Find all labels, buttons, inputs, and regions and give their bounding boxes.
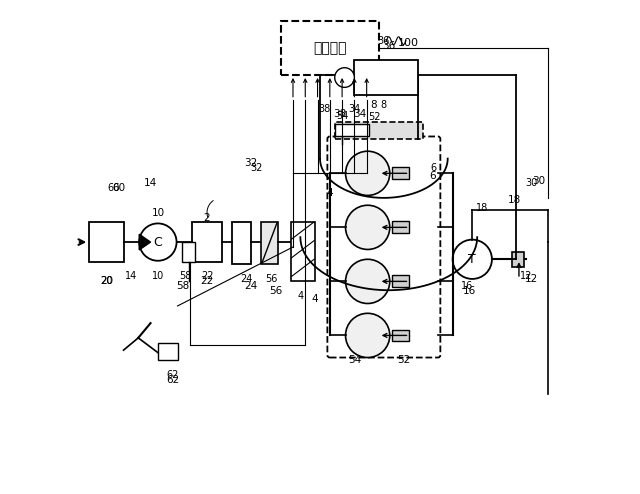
- Text: 58: 58: [176, 281, 189, 291]
- Text: 54: 54: [336, 111, 348, 122]
- Bar: [232, 222, 252, 264]
- Text: 16: 16: [461, 281, 474, 291]
- Circle shape: [335, 68, 355, 87]
- Bar: [182, 242, 195, 262]
- Text: 6: 6: [430, 164, 436, 173]
- FancyBboxPatch shape: [328, 136, 440, 358]
- Bar: [89, 222, 124, 262]
- Circle shape: [346, 151, 390, 196]
- Text: 62: 62: [166, 374, 179, 385]
- Text: 12: 12: [525, 274, 538, 284]
- Bar: [291, 222, 315, 282]
- Text: 100: 100: [398, 38, 419, 48]
- Polygon shape: [140, 234, 150, 250]
- Text: 18: 18: [508, 195, 521, 206]
- Text: 6: 6: [429, 171, 436, 181]
- Bar: [158, 343, 177, 360]
- Text: 14: 14: [125, 272, 137, 282]
- Text: 32: 32: [244, 159, 258, 168]
- Bar: [335, 124, 369, 136]
- Text: 34: 34: [353, 109, 366, 120]
- Bar: [355, 60, 419, 95]
- Text: 14: 14: [144, 178, 157, 188]
- Text: 36: 36: [382, 41, 396, 50]
- Text: C: C: [154, 236, 163, 248]
- Text: 56: 56: [269, 286, 282, 296]
- Text: 30: 30: [525, 178, 538, 188]
- Text: 22: 22: [201, 272, 213, 282]
- Text: 8: 8: [381, 100, 387, 110]
- Text: 58: 58: [179, 272, 191, 282]
- Circle shape: [346, 205, 390, 249]
- Text: 52: 52: [368, 112, 380, 122]
- Text: 10: 10: [152, 272, 164, 282]
- Text: 52: 52: [397, 355, 410, 365]
- Bar: [392, 329, 410, 341]
- Circle shape: [346, 259, 390, 303]
- Text: 34: 34: [348, 104, 360, 115]
- Text: 30: 30: [532, 176, 545, 186]
- Bar: [261, 222, 278, 264]
- Bar: [392, 221, 410, 233]
- Text: T: T: [468, 253, 476, 266]
- Bar: [335, 122, 423, 139]
- Bar: [281, 21, 379, 75]
- Bar: [192, 222, 221, 262]
- Text: 54: 54: [348, 355, 361, 365]
- Text: 制御装置: 制御装置: [313, 41, 347, 55]
- Bar: [392, 167, 410, 179]
- Text: 10: 10: [151, 207, 164, 218]
- Text: 4: 4: [298, 291, 303, 301]
- Bar: [392, 276, 410, 288]
- Text: 20: 20: [100, 276, 113, 287]
- Text: 24: 24: [244, 281, 258, 291]
- Text: 24: 24: [240, 274, 253, 284]
- Text: 20: 20: [100, 276, 113, 287]
- Text: 16: 16: [463, 286, 476, 296]
- Text: 22: 22: [200, 276, 214, 287]
- Text: 4: 4: [326, 188, 333, 198]
- Circle shape: [346, 313, 390, 358]
- Text: 32: 32: [250, 164, 262, 173]
- Circle shape: [140, 223, 177, 261]
- Text: 2: 2: [204, 212, 211, 222]
- Text: 60: 60: [112, 183, 125, 193]
- Text: 36: 36: [378, 36, 390, 45]
- Text: 4: 4: [312, 293, 319, 304]
- Text: 8: 8: [371, 100, 378, 110]
- Bar: [511, 252, 524, 267]
- Text: 62: 62: [166, 370, 179, 380]
- Text: 56: 56: [265, 274, 277, 284]
- Circle shape: [452, 240, 492, 279]
- Text: 38: 38: [319, 104, 331, 115]
- Text: 38: 38: [333, 109, 346, 120]
- Text: 60: 60: [108, 183, 120, 193]
- Text: 12: 12: [520, 272, 532, 282]
- Text: 18: 18: [476, 203, 488, 213]
